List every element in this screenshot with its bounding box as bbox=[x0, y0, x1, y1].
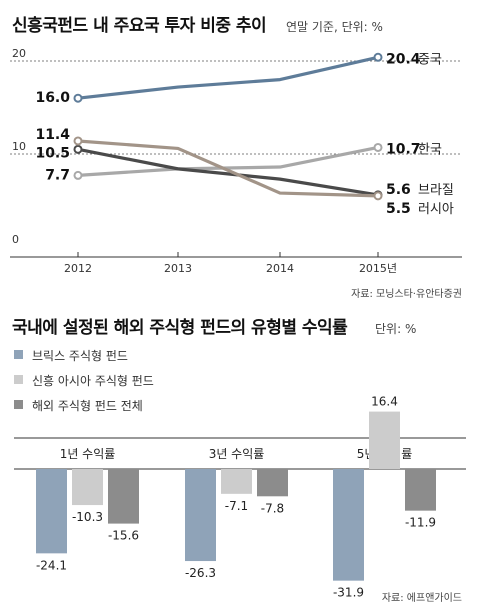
line-chart-source: 자료: 모닝스타·유안타증권 bbox=[351, 288, 462, 300]
bar bbox=[221, 469, 252, 494]
series-line-중국 bbox=[77, 55, 379, 100]
bar bbox=[36, 469, 67, 554]
bar bbox=[405, 469, 436, 511]
bar bbox=[72, 469, 103, 506]
y-tick-label: 0 bbox=[12, 233, 19, 246]
line-chart-grid bbox=[10, 60, 462, 258]
series-line-러시아 bbox=[77, 139, 379, 198]
bar bbox=[108, 469, 139, 524]
line-chart-x-ticks: 2012 2013 2014 2015년 bbox=[64, 262, 397, 275]
group-label: 1년 수익률 bbox=[60, 447, 116, 461]
x-tick-label: 2015년 bbox=[359, 262, 397, 275]
series-end-point bbox=[373, 191, 383, 201]
bar-chart-bars: -24.1 -26.3 -31.9 -10.3 -7.1 16.4 -15.6 -7.8 -11… bbox=[36, 395, 436, 600]
bar-value-label: -31.9 bbox=[333, 586, 364, 600]
line-chart-y-ticks: 20 10 0 bbox=[12, 47, 26, 246]
series-end-point bbox=[373, 52, 383, 62]
y-tick-label: 10 bbox=[12, 140, 26, 153]
legend-label: 신흥 아시아 주식형 펀드 bbox=[32, 374, 154, 388]
start-value-label: 10.5 bbox=[35, 145, 70, 161]
bar-value-label: -24.1 bbox=[36, 558, 67, 572]
bar-value-label: -15.6 bbox=[108, 529, 139, 543]
series-name-label: 한국 bbox=[418, 142, 442, 157]
end-value-label: 5.5 bbox=[386, 201, 411, 217]
bar-value-label: -10.3 bbox=[72, 510, 103, 524]
series-start-point bbox=[73, 144, 83, 154]
bar-value-label: 16.4 bbox=[371, 395, 398, 409]
end-value-label: 10.7 bbox=[386, 141, 421, 157]
series-name-label: 러시아 bbox=[418, 202, 454, 217]
start-value-label: 11.4 bbox=[35, 127, 70, 143]
bar bbox=[257, 469, 288, 497]
x-tick-label: 2014 bbox=[266, 262, 294, 275]
x-tick-label: 2012 bbox=[64, 262, 92, 275]
legend-swatch bbox=[14, 350, 23, 359]
start-value-label: 16.0 bbox=[35, 90, 70, 106]
line-chart-unit: 연말 기준, 단위: % bbox=[286, 20, 383, 34]
bar bbox=[185, 469, 216, 562]
bar-chart-source: 자료: 에프앤가이드 bbox=[382, 592, 462, 604]
y-tick-label: 20 bbox=[12, 47, 26, 60]
series-start-point bbox=[73, 170, 83, 180]
bar bbox=[333, 469, 364, 581]
series-line-브라질 bbox=[77, 147, 379, 197]
bar-chart-title: 국내에 설정된 해외 주식형 펀드의 유형별 수익률 bbox=[12, 317, 348, 338]
legend-swatch bbox=[14, 400, 23, 409]
series-name-label: 브라질 bbox=[418, 183, 454, 198]
end-value-label: 20.4 bbox=[386, 51, 421, 67]
series-start-point bbox=[73, 93, 83, 103]
series-name-label: 중국 bbox=[418, 52, 442, 67]
bar-value-label: -7.8 bbox=[261, 501, 284, 515]
legend-swatch bbox=[14, 375, 23, 384]
bar-chart-unit: 단위: % bbox=[375, 322, 416, 336]
series-end-point bbox=[373, 142, 383, 152]
series-line-한국 bbox=[77, 145, 379, 177]
legend-label: 브릭스 주식형 펀드 bbox=[32, 349, 128, 363]
bar-value-label: -26.3 bbox=[185, 566, 216, 580]
series-start-point bbox=[73, 136, 83, 146]
legend-label: 해외 주식형 펀드 전체 bbox=[32, 399, 143, 413]
start-value-label: 7.7 bbox=[45, 167, 70, 183]
x-tick-label: 2013 bbox=[164, 262, 192, 275]
line-chart-series bbox=[73, 52, 383, 201]
bar-value-label: -7.1 bbox=[225, 499, 248, 513]
end-value-label: 5.6 bbox=[386, 182, 411, 198]
line-chart-labels: 16.0 20.4중국 7.7 10.7한국 10.5 5.6 브라질 11.4 5.5 러시아 bbox=[35, 51, 453, 217]
group-label: 3년 수익률 bbox=[209, 447, 265, 461]
bar-value-label: -11.9 bbox=[405, 516, 436, 530]
line-chart-title: 신흥국펀드 내 주요국 투자 비중 추이 bbox=[12, 15, 266, 36]
bar bbox=[369, 411, 400, 469]
